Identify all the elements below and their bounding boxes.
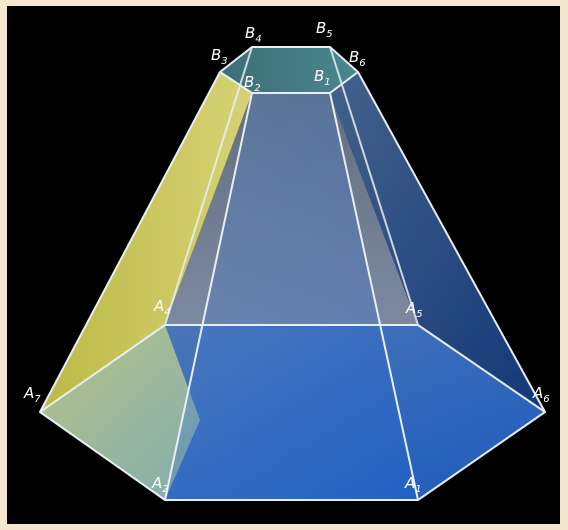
- label-B6: B6: [349, 48, 366, 69]
- label-B4: B4: [245, 24, 262, 45]
- vertex-labels: B3 B4 B2 B5 B6 B1 A4 A5 A7 A6 A2: [23, 19, 550, 495]
- label-B5: B5: [316, 19, 333, 40]
- front-face: [165, 93, 418, 500]
- label-A2: A2: [151, 474, 169, 495]
- base-left-shade: [40, 325, 200, 500]
- label-A1: A1: [404, 474, 422, 495]
- edge-A7-B3: [39, 71, 221, 413]
- edges: [39, 46, 546, 501]
- label-A7: A7: [23, 384, 41, 405]
- label-B1: B1: [314, 67, 331, 88]
- right-face: [330, 72, 545, 412]
- label-B3: B3: [211, 46, 228, 67]
- label-A5: A5: [405, 299, 423, 320]
- edge-A1-B1: [329, 92, 419, 501]
- faces: [40, 47, 545, 500]
- label-A6: A6: [532, 384, 550, 405]
- edge-A2-B2: [164, 92, 253, 501]
- edge-A6-B6: [357, 71, 546, 413]
- top-face: [220, 47, 358, 93]
- label-B2: B2: [244, 73, 261, 94]
- edge-A4-B4: [164, 46, 253, 326]
- edge-A5-B5: [329, 46, 419, 326]
- left-face: [40, 72, 252, 412]
- label-A4: A4: [153, 297, 171, 318]
